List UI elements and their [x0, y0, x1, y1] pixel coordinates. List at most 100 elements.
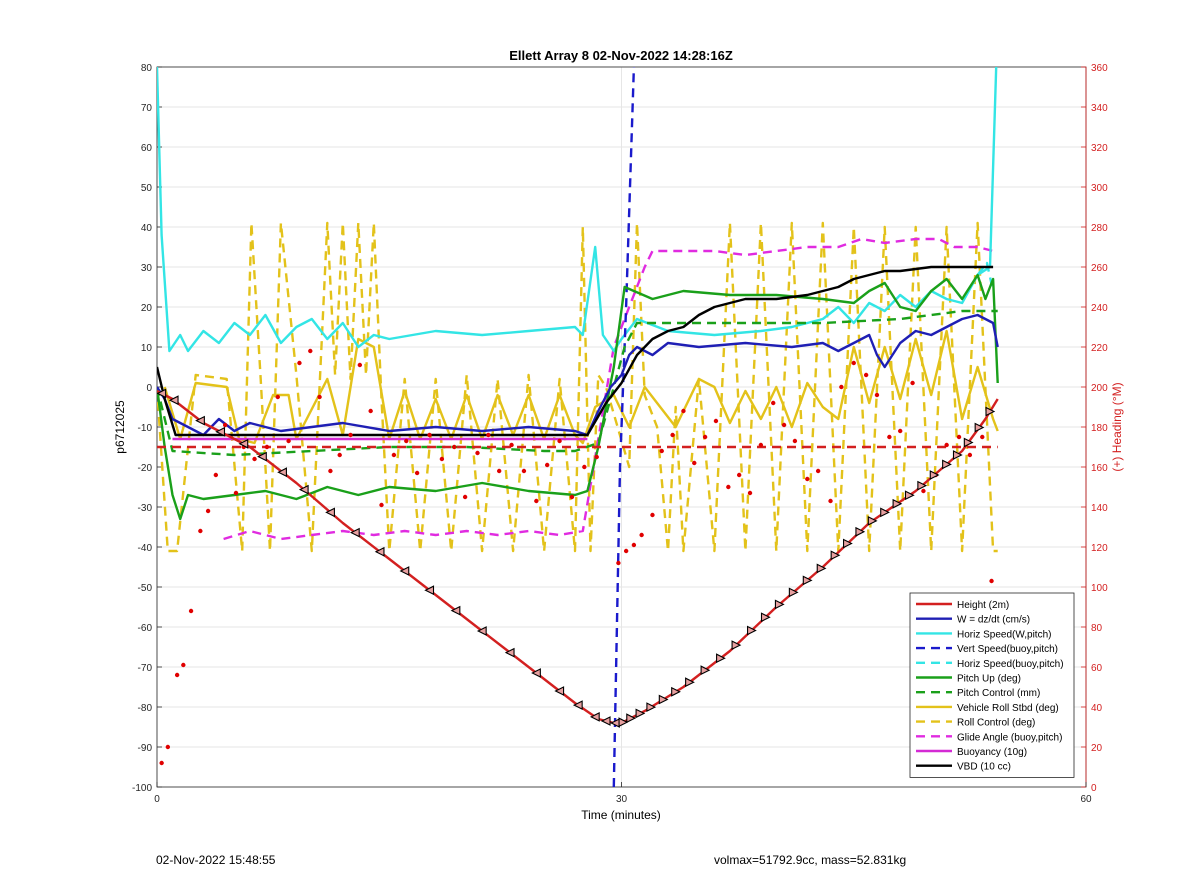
heading-point	[308, 348, 313, 354]
heading-point	[639, 532, 644, 538]
y-tick-label: 70	[141, 103, 153, 114]
y2-tick-label: 140	[1091, 503, 1108, 514]
y2-tick-label: 180	[1091, 423, 1108, 434]
height-marker	[974, 422, 985, 433]
y-tick-label: -30	[138, 503, 153, 514]
y2-tick-label: 100	[1091, 583, 1108, 594]
heading-point	[967, 452, 973, 458]
heading-point	[921, 488, 926, 494]
heading-point	[198, 528, 203, 534]
heading-point	[594, 454, 599, 460]
height-marker	[215, 426, 226, 437]
heading-point	[910, 380, 915, 386]
y-tick-label: 50	[141, 183, 153, 194]
heading-point	[557, 438, 562, 444]
heading-point	[631, 542, 637, 548]
legend-entry: Height (2m)	[957, 600, 1009, 611]
heading-point	[213, 472, 219, 478]
heading-point	[736, 472, 742, 478]
height-marker	[325, 507, 335, 518]
height-marker	[904, 490, 915, 501]
heading-point	[328, 468, 333, 474]
plot-area: 80706050403020100-10-20-30-40-50-60-70-8…	[132, 63, 1108, 805]
height-marker	[747, 625, 757, 636]
heading-point	[851, 360, 856, 366]
legend-entry: Vert Speed(buoy,pitch)	[957, 644, 1058, 655]
y-tick-label: 30	[141, 263, 153, 274]
series-line	[157, 309, 998, 457]
height-marker	[277, 467, 287, 478]
heading-point	[404, 438, 409, 444]
x-tick-label: 0	[154, 794, 160, 805]
footer-info: volmax=51792.9cc, mass=52.831kg	[714, 853, 907, 867]
heading-point	[815, 468, 821, 474]
heading-point	[286, 438, 291, 444]
heading-point	[357, 362, 363, 368]
height-marker	[855, 526, 866, 537]
y2-tick-label: 80	[1091, 623, 1103, 634]
height-marker	[195, 415, 205, 426]
heading-point	[439, 456, 445, 462]
heading-point	[713, 418, 719, 424]
heading-point	[898, 428, 903, 434]
data-layer	[157, 67, 999, 787]
y-tick-label: -60	[138, 623, 153, 634]
y-tick-label: -20	[138, 463, 153, 474]
y2-tick-label: 40	[1091, 703, 1103, 714]
heading-point	[781, 422, 787, 428]
series-line	[157, 313, 999, 437]
legend-entry: Glide Angle (buoy,pitch)	[957, 732, 1062, 743]
heading-point	[792, 438, 798, 444]
height-marker	[942, 459, 952, 470]
heading-point	[863, 372, 869, 378]
height-marker	[626, 713, 637, 724]
height-marker	[349, 527, 360, 538]
heading-point	[391, 452, 397, 458]
heading-point	[486, 432, 491, 438]
y2-tick-label: 300	[1091, 183, 1108, 194]
heading-point	[181, 662, 186, 668]
legend-entry: VBD (10 cc)	[957, 762, 1011, 773]
y2-tick-label: 200	[1091, 383, 1108, 394]
y-axis-label: p6712025	[113, 400, 127, 454]
heading-point	[165, 744, 171, 750]
height-marker	[802, 575, 813, 586]
height-marker	[830, 550, 841, 561]
heading-point	[159, 760, 164, 766]
heading-point	[771, 400, 776, 406]
height-marker	[700, 665, 711, 676]
heading-point	[414, 470, 420, 476]
height-marker	[238, 438, 249, 449]
heading-point	[188, 608, 194, 614]
heading-point	[569, 494, 575, 500]
y-tick-label: 10	[141, 343, 153, 354]
heading-point	[980, 434, 985, 440]
y-tick-label: 60	[141, 143, 153, 154]
heading-point	[452, 444, 457, 450]
heading-point	[956, 434, 962, 440]
heading-point	[874, 392, 880, 398]
heading-point	[174, 672, 180, 678]
height-marker	[892, 498, 903, 509]
legend-entry: W = dz/dt (cm/s)	[957, 615, 1030, 626]
y-tick-label: -90	[138, 743, 153, 754]
heading-point	[944, 442, 949, 448]
heading-point	[462, 494, 468, 500]
legend-entry: Pitch Up (deg)	[957, 674, 1021, 685]
height-marker	[963, 437, 974, 448]
heading-point	[544, 462, 550, 468]
y-tick-label: -80	[138, 703, 153, 714]
heading-point	[348, 432, 353, 438]
height-marker	[168, 395, 179, 406]
height-marker	[635, 708, 646, 719]
y-tick-label: 40	[141, 223, 153, 234]
heading-point	[275, 394, 280, 400]
height-marker	[646, 702, 657, 713]
y2-tick-label: 20	[1091, 743, 1103, 754]
height-marker	[600, 716, 611, 726]
height-marker	[504, 647, 515, 658]
x-tick-label: 60	[1080, 794, 1092, 805]
heading-point	[650, 512, 655, 518]
y-tick-label: 80	[141, 63, 153, 74]
y2-tick-label: 260	[1091, 263, 1108, 274]
